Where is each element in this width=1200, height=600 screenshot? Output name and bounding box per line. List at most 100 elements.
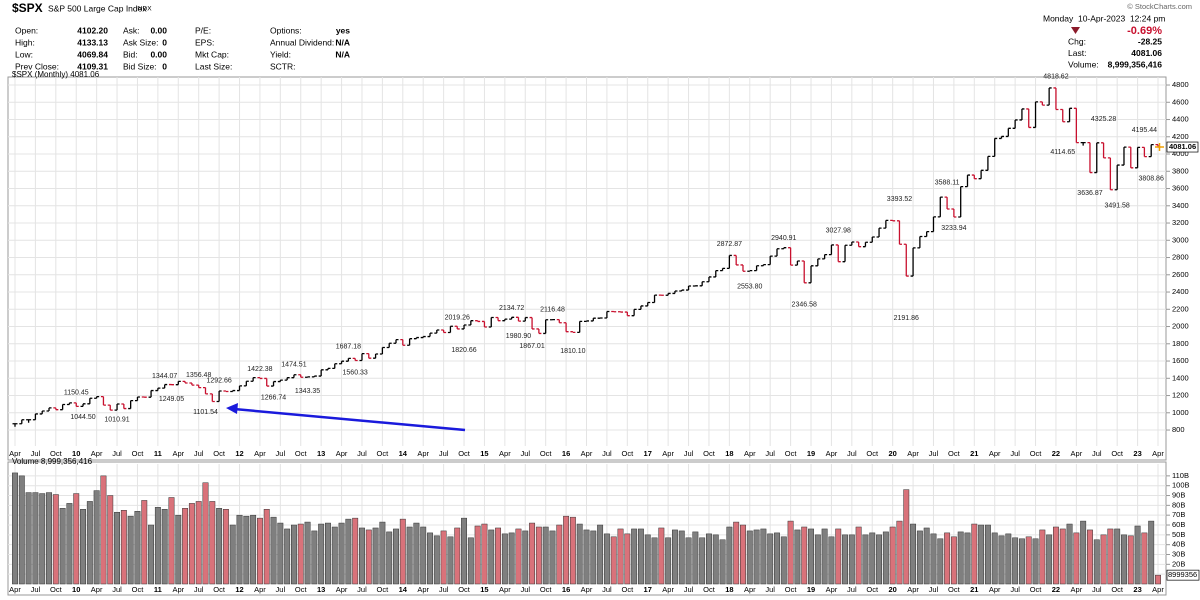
price-bar (910, 247, 916, 277)
volume-bar (876, 534, 883, 585)
volume-bar (719, 539, 726, 585)
price-bar (53, 407, 59, 411)
price-bar (733, 254, 739, 266)
price-bar (148, 389, 154, 398)
y-tick-label: 80B (1172, 500, 1185, 509)
x-tick-label: Oct (213, 585, 226, 594)
x-tick-label: Oct (1111, 585, 1124, 594)
price-bar (325, 367, 331, 371)
volume-bar (746, 530, 753, 585)
volume-bar (413, 522, 420, 585)
price-bar (638, 305, 644, 311)
volume-bar (372, 527, 379, 585)
volume-bar (325, 522, 331, 585)
x-tick-label: 22 (1052, 449, 1060, 458)
volume-bar (1005, 533, 1012, 585)
price-bar (788, 247, 794, 266)
quote-label: Volume: (1068, 59, 1099, 69)
volume-bar (760, 528, 767, 585)
price-bar (1094, 142, 1100, 174)
volume-bar (896, 520, 903, 585)
price-bar (264, 377, 270, 387)
volume-bar (780, 536, 787, 585)
x-tick-label: Oct (132, 449, 145, 458)
x-tick-label: Oct (703, 585, 716, 594)
x-tick-label: Apr (1152, 449, 1164, 458)
down-arrow (1071, 27, 1080, 34)
x-tick-label: Oct (295, 449, 308, 458)
x-tick-label: 21 (970, 449, 978, 458)
volume-bar (733, 521, 740, 585)
volume-bar (569, 516, 576, 585)
volume-bar (535, 526, 542, 585)
volume-bar (120, 510, 127, 585)
x-tick-label: Oct (703, 449, 716, 458)
x-tick-label: 12 (235, 449, 243, 458)
volume-bar (1100, 534, 1107, 585)
y-tick-label: 90B (1172, 491, 1185, 500)
x-tick-label: Apr (907, 449, 919, 458)
x-tick-label: 14 (399, 449, 408, 458)
price-bar (924, 231, 930, 238)
price-bar (271, 380, 277, 387)
y-tick-label: 4400 (1172, 115, 1189, 124)
volume-bar (549, 530, 556, 585)
volume-bar (236, 514, 243, 585)
quote-value: -28.25 (1138, 36, 1162, 46)
volume-bar (154, 507, 161, 585)
price-bar (706, 276, 712, 283)
volume-bar (1107, 528, 1114, 585)
price-bar (100, 396, 106, 406)
x-tick-label: Apr (1071, 585, 1083, 594)
volume-bar (964, 532, 971, 585)
y-tick-label: 1200 (1172, 391, 1189, 400)
price-bar (230, 389, 236, 393)
volume-bar (263, 509, 270, 585)
volume-bar (692, 531, 699, 585)
y-tick-label: 4800 (1172, 80, 1189, 89)
volume-bar (134, 511, 141, 585)
x-tick-label: Jul (276, 585, 286, 594)
volume-bar (821, 528, 828, 585)
volume-bar (651, 537, 658, 585)
price-bar (856, 241, 862, 248)
x-tick-label: Jul (929, 449, 939, 458)
volume-bar (1012, 537, 1019, 585)
volume-bar (1018, 538, 1025, 585)
x-tick-label: 15 (480, 585, 488, 594)
price-bar (556, 318, 562, 324)
symbol: $SPX (12, 1, 43, 15)
price-bar (196, 384, 202, 389)
volume-bar (202, 482, 209, 585)
extreme-label: 2116.48 (540, 306, 565, 313)
x-tick-label: Oct (785, 449, 798, 458)
y-tick-label: 2400 (1172, 287, 1189, 296)
volume-bar (617, 528, 624, 585)
x-tick-label: 11 (154, 585, 162, 594)
price-bar (992, 137, 998, 158)
price-bar (393, 338, 399, 344)
volume-bar (576, 523, 583, 585)
volume-bar (1039, 529, 1046, 585)
price-bar (87, 397, 93, 405)
price-bar (1067, 107, 1073, 123)
x-tick-label: Apr (9, 585, 21, 594)
volume-bar (862, 534, 869, 585)
x-tick-label: 22 (1052, 585, 1060, 594)
x-tick-label: Apr (499, 449, 511, 458)
x-tick-label: Oct (540, 449, 553, 458)
price-bar (175, 380, 181, 386)
x-tick-label: Jul (765, 449, 775, 458)
field-value: 4109.31 (77, 61, 108, 71)
price-bar (835, 244, 841, 263)
field-label: Open: (15, 25, 38, 35)
volume-bar (454, 527, 461, 585)
price-bar (114, 403, 120, 411)
x-tick-label: Apr (172, 585, 184, 594)
x-tick-label: Jul (1010, 449, 1020, 458)
extreme-label: 2872.87 (717, 241, 742, 248)
price-bar (570, 331, 576, 334)
x-tick-label: 14 (399, 585, 408, 594)
x-tick-label: 16 (562, 585, 570, 594)
price-legend: $SPX (Monthly) 4081.06 (12, 70, 100, 79)
